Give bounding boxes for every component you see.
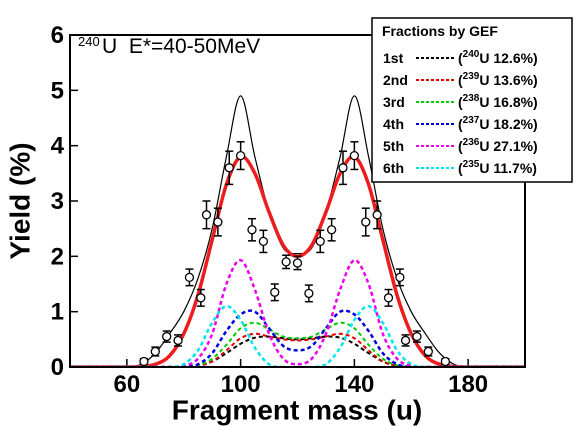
legend-label: 2nd	[383, 72, 408, 88]
legend-fraction-open: (	[458, 94, 463, 110]
y-axis-label: Yield (%)	[4, 142, 35, 259]
data-point	[292, 258, 303, 268]
data-point	[372, 210, 382, 220]
series-line	[70, 321, 525, 367]
x-tick-label: 140	[334, 371, 374, 398]
x-tick-label: 60	[114, 371, 141, 398]
legend-fraction-mass: 235	[463, 159, 480, 170]
data-point	[423, 346, 433, 357]
legend-fraction-open: (	[458, 72, 463, 88]
legend-fraction: (239U 13.6%)	[458, 71, 538, 88]
legend-fraction-text: U 11.7%)	[479, 160, 537, 176]
legend-label: 4th	[383, 116, 404, 132]
legend-fraction-open: (	[458, 160, 463, 176]
legend-fraction-text: U 13.6%)	[479, 72, 537, 88]
legend-fraction-mass: 236	[463, 137, 480, 148]
data-point	[395, 272, 405, 283]
legend-fraction: (235U 11.7%)	[458, 159, 537, 176]
y-tick-label: 2	[51, 243, 64, 270]
x-axis-label: Fragment mass (u)	[172, 394, 423, 425]
legend-fraction: (238U 16.8%)	[458, 93, 538, 110]
legend-fraction-text: U 16.8%)	[479, 94, 537, 110]
legend-fraction-open: (	[458, 138, 463, 154]
data-point	[258, 236, 269, 247]
data-point	[224, 163, 234, 173]
data-point	[304, 288, 314, 299]
title-superscript: 240	[78, 34, 100, 49]
legend-fraction-text: U 12.6%)	[479, 50, 537, 66]
data-point	[281, 257, 291, 267]
chart-title: U E*=40-50MeV	[102, 35, 260, 58]
legend-fraction: (237U 18.2%)	[458, 115, 538, 132]
data-point	[235, 150, 246, 161]
data-point	[173, 335, 183, 346]
x-tick-label: 100	[221, 371, 261, 398]
legend-fraction-mass: 238	[463, 93, 480, 104]
legend-label: 1st	[383, 50, 404, 66]
data-point	[361, 217, 371, 227]
legend-label: 6th	[383, 160, 404, 176]
series-line	[70, 304, 525, 367]
legend-fraction-mass: 239	[463, 71, 480, 82]
legend-fraction-mass: 237	[463, 115, 480, 126]
data-point	[247, 225, 257, 235]
y-tick-label: 3	[51, 188, 64, 215]
legend-fraction-text: U 27.1%)	[479, 138, 537, 154]
data-point	[400, 335, 411, 346]
data-point	[270, 287, 280, 297]
y-tick-label: 0	[51, 354, 64, 381]
legend-fraction-text: U 18.2%)	[479, 116, 537, 132]
data-point	[315, 236, 325, 247]
data-point	[162, 331, 172, 342]
legend-fraction-mass: 240	[463, 49, 480, 60]
series-line	[70, 335, 525, 367]
y-tick-label: 6	[51, 22, 64, 49]
data-point	[412, 331, 422, 342]
data-point	[326, 225, 337, 235]
legend-fraction-open: (	[458, 50, 463, 66]
y-tick-label: 5	[51, 77, 64, 104]
legend-fraction: (240U 12.6%)	[458, 49, 538, 66]
data-point	[196, 293, 206, 303]
legend-label: 3rd	[383, 94, 405, 110]
data-point	[184, 272, 195, 283]
legend-box	[371, 17, 573, 183]
data-point	[213, 217, 223, 227]
data-point	[201, 210, 212, 220]
legend-fraction-open: (	[458, 116, 463, 132]
x-tick-label: 180	[448, 371, 488, 398]
data-point	[139, 356, 149, 367]
data-point	[349, 150, 360, 161]
series-line	[70, 309, 525, 367]
data-point	[338, 163, 348, 173]
plot-frame	[69, 34, 526, 368]
legend-fraction: (236U 27.1%)	[458, 137, 538, 154]
y-tick-label: 4	[51, 133, 65, 160]
legend-label: 5th	[383, 138, 404, 154]
data-point	[383, 293, 394, 303]
legend-title: Fractions by GEF	[382, 23, 498, 39]
data-point	[150, 346, 160, 357]
y-tick-label: 1	[51, 299, 64, 326]
data-point	[440, 356, 451, 367]
